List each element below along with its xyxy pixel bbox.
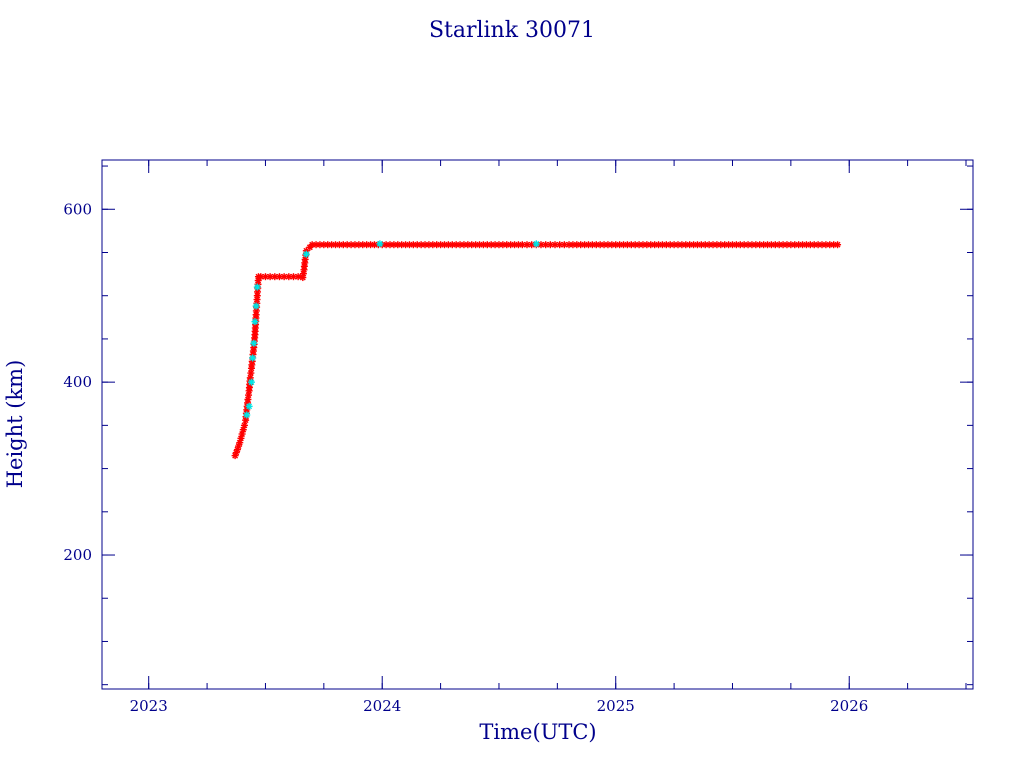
y-tick-label: 200: [63, 546, 92, 564]
data-points: [231, 240, 842, 460]
data-point: [244, 395, 252, 403]
x-axis-label: Time(UTC): [479, 720, 596, 744]
data-point: [252, 302, 260, 310]
x-tick-label: 2026: [830, 697, 868, 715]
data-point: [247, 369, 255, 377]
data-point: [250, 339, 258, 347]
data-point: [245, 391, 253, 399]
data-point: [302, 250, 310, 258]
data-point: [243, 411, 251, 419]
data-point: [834, 241, 842, 249]
data-point: [528, 241, 536, 249]
x-tick-label: 2025: [597, 697, 635, 715]
axis-tick-labels: 2023 2024 2025 2026 200 400 600: [63, 200, 868, 715]
data-point: [376, 240, 384, 248]
data-point: [289, 273, 297, 281]
y-tick-label: 400: [63, 373, 92, 391]
data-point: [294, 273, 302, 281]
data-point: [240, 421, 248, 429]
data-point: [253, 283, 261, 291]
plot-frame: [101, 159, 974, 690]
data-point: [532, 240, 540, 248]
axis-ticks: [102, 160, 973, 689]
x-tick-label: 2023: [130, 697, 168, 715]
y-axis-label: Height (km): [3, 360, 27, 489]
y-tick-label: 600: [63, 200, 92, 218]
chart-title: Starlink 30071: [429, 18, 595, 43]
data-point: [245, 402, 253, 410]
data-point: [275, 273, 283, 281]
data-point: [251, 318, 259, 326]
data-point: [247, 378, 255, 386]
data-point: [249, 354, 257, 362]
data-point: [556, 241, 564, 249]
x-tick-label: 2024: [363, 697, 401, 715]
